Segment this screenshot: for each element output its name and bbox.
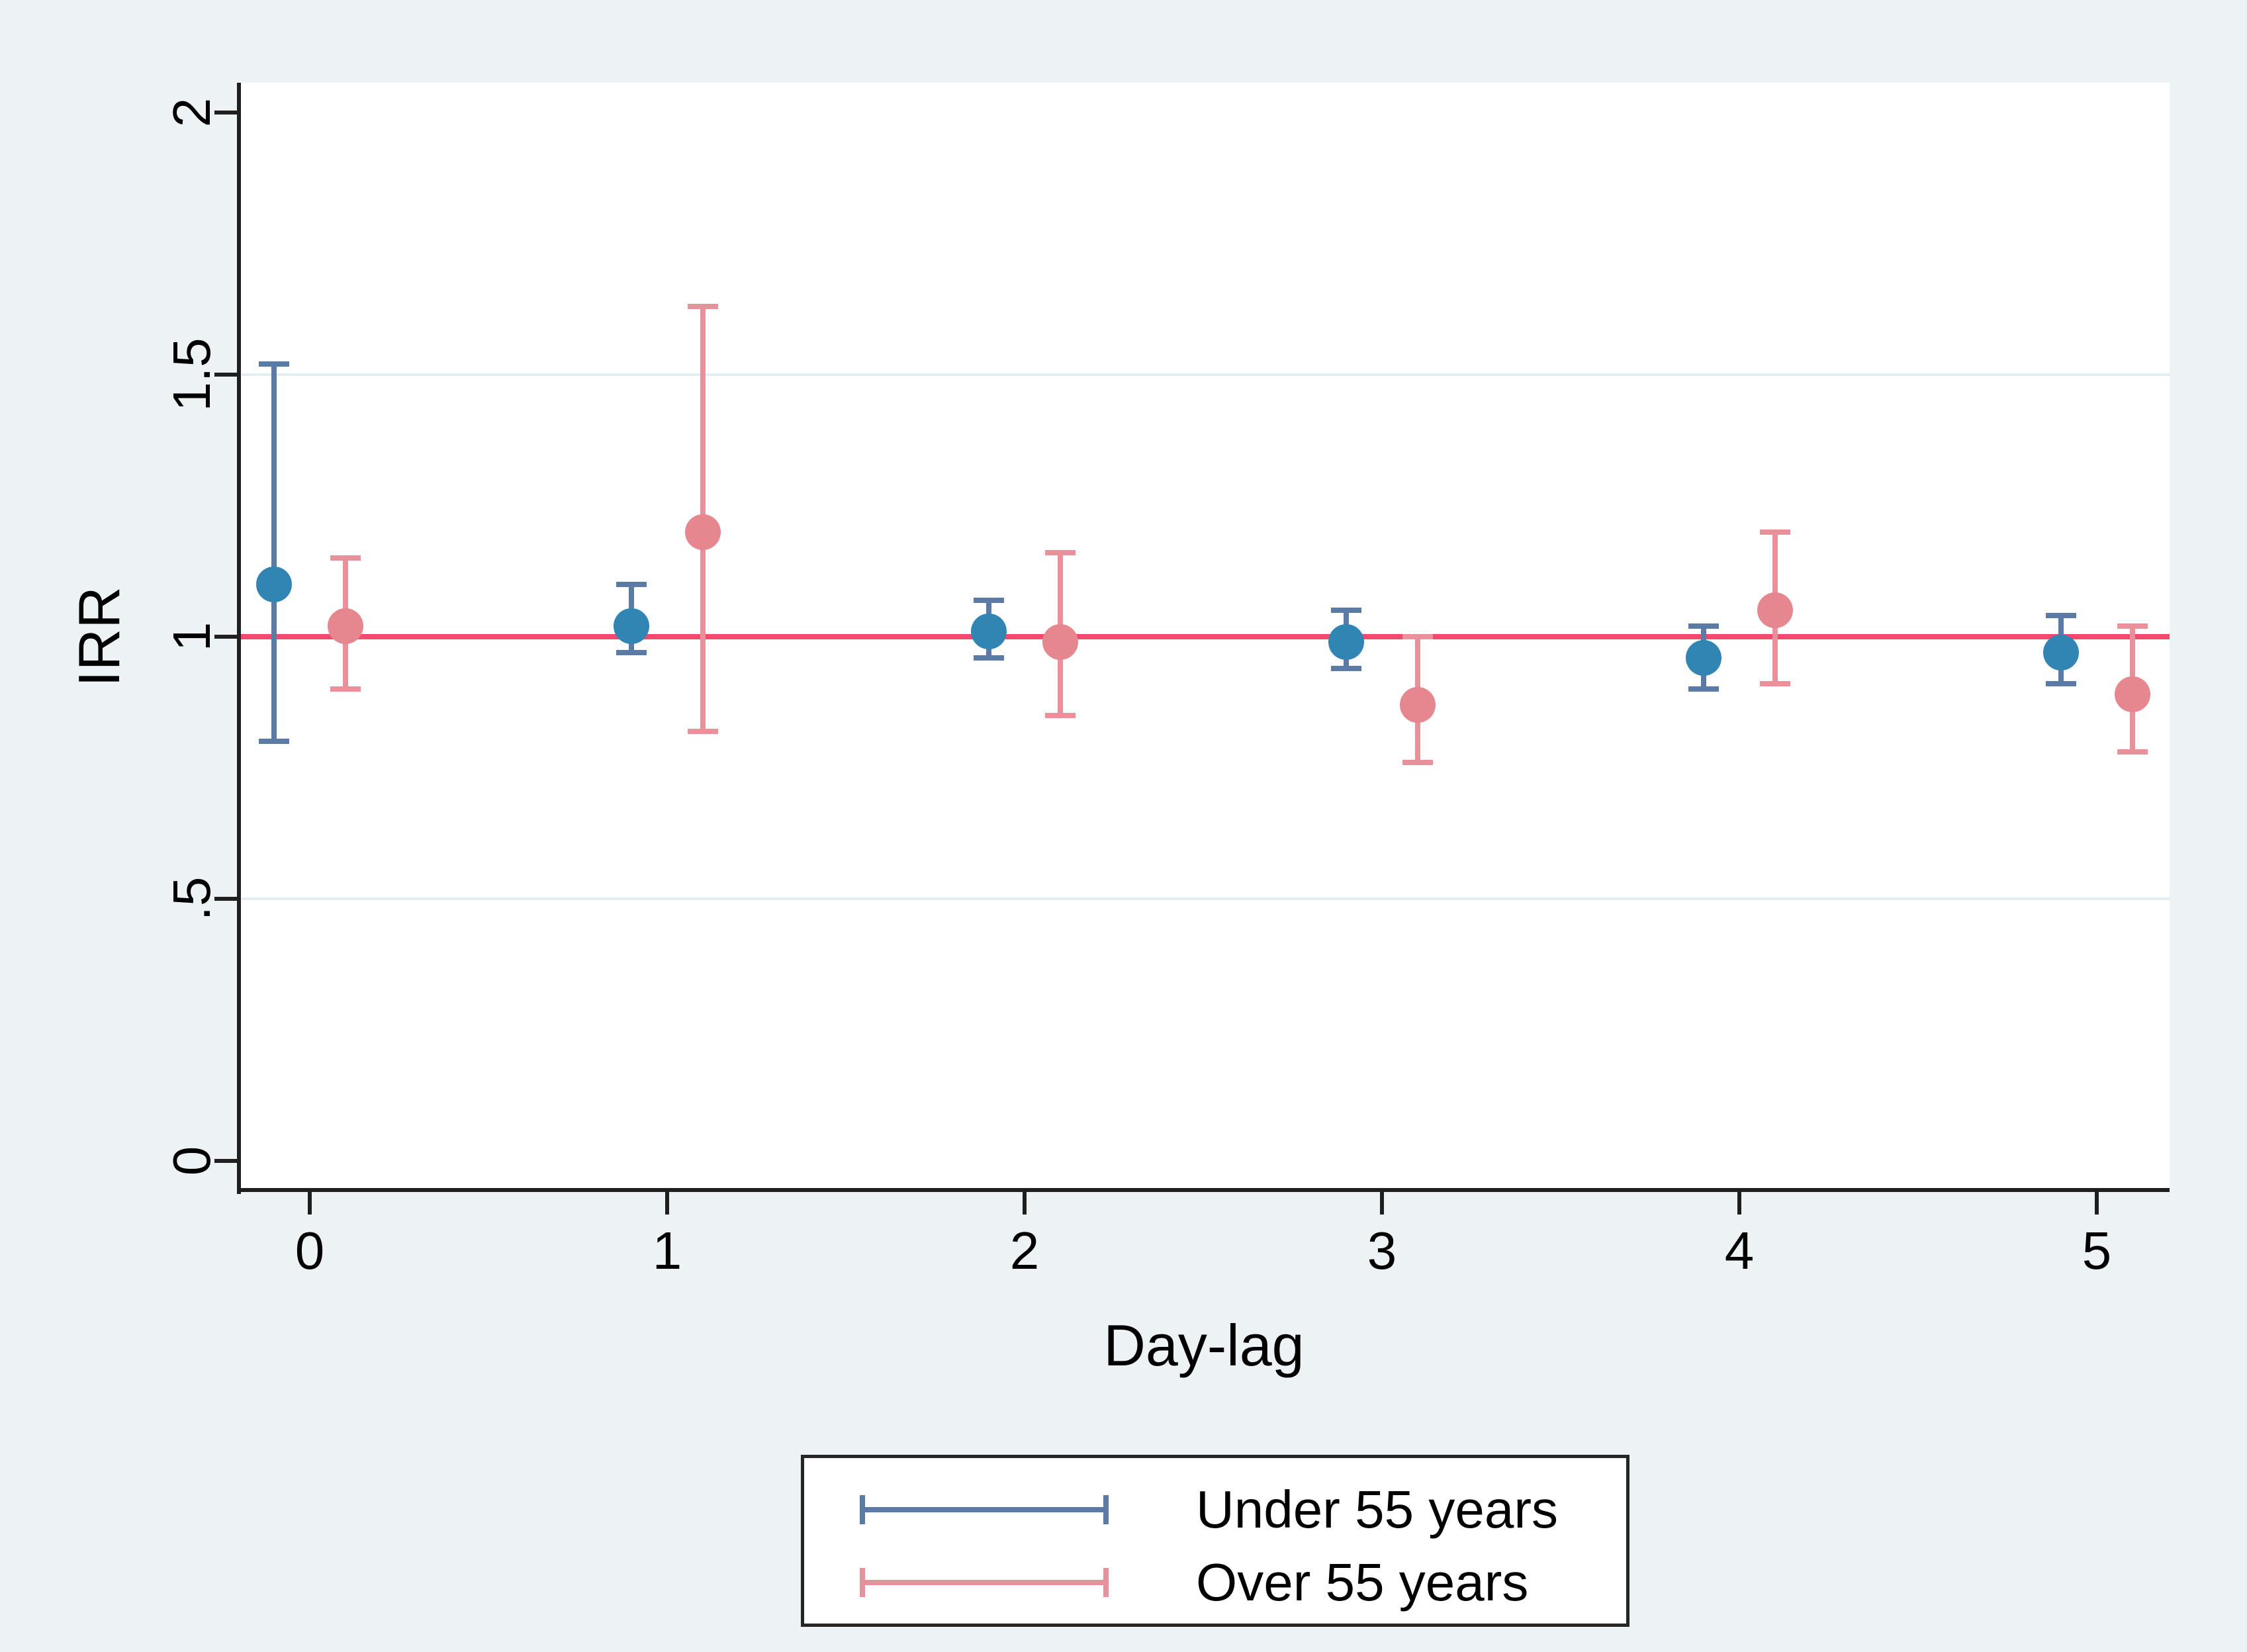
legend-entry-over-55: Over 55 years: [804, 1553, 1626, 1612]
ci-cap-bottom: [330, 686, 361, 692]
data-point-marker: [971, 614, 1007, 650]
legend-box: Under 55 years Over 55 years: [801, 1455, 1629, 1627]
y-tick-label: 0: [162, 1146, 221, 1176]
ci-cap-top: [688, 304, 718, 310]
legend-label-under-55: Under 55 years: [1196, 1480, 1558, 1539]
data-point-marker: [614, 608, 649, 645]
ci-cap-bottom: [2046, 681, 2076, 687]
data-point-marker: [1757, 592, 1793, 629]
data-point-marker: [328, 608, 363, 645]
x-tick: [308, 1192, 312, 1215]
x-tick-label: 0: [295, 1221, 325, 1280]
ci-cap-bottom: [259, 739, 289, 745]
ci-cap-top: [259, 361, 289, 367]
x-tick-label: 2: [1009, 1221, 1040, 1280]
ci-cap-top: [1402, 634, 1433, 639]
data-point-marker: [685, 514, 721, 550]
data-point-marker: [1686, 639, 1721, 676]
x-tick-label: 1: [652, 1221, 682, 1280]
x-tick: [1380, 1192, 1384, 1215]
ci-cap-bottom: [1331, 665, 1361, 671]
legend-errorbar-glyph-blue: [862, 1507, 1106, 1512]
ci-cap-bottom: [688, 728, 718, 734]
ci-cap-top: [1760, 529, 1790, 535]
data-point-marker: [1328, 623, 1364, 660]
ci-cap-top: [2117, 623, 2148, 629]
y-tick: [214, 635, 237, 639]
ci-cap-top: [1045, 550, 1076, 556]
ci-cap-top: [2046, 613, 2076, 619]
ci-cap-top: [616, 581, 647, 587]
data-point-marker: [256, 566, 292, 602]
y-tick: [214, 111, 237, 115]
ci-cap-top: [974, 597, 1004, 603]
ci-cap-bottom: [2117, 749, 2148, 755]
ci-cap-bottom: [1402, 760, 1433, 766]
x-axis-title: Day-lag: [1103, 1312, 1305, 1378]
x-tick: [1023, 1192, 1027, 1215]
ci-cap-bottom: [1760, 681, 1790, 687]
y-tick-label: .5: [162, 876, 221, 921]
y-tick: [214, 897, 237, 901]
y-tick-label: 1: [162, 621, 221, 652]
y-tick-label: 2: [162, 97, 221, 128]
ci-cap-top: [1331, 608, 1361, 614]
legend-errorbar-cap-right-pink: [1103, 1568, 1109, 1597]
ci-cap-bottom: [1045, 712, 1076, 718]
legend-entry-under-55: Under 55 years: [804, 1480, 1626, 1539]
ci-bar: [271, 364, 277, 742]
data-point-marker: [1042, 623, 1078, 660]
y-axis-title: IRR: [66, 586, 132, 687]
x-axis-spine: [237, 1188, 2170, 1192]
x-tick-label: 4: [1724, 1221, 1755, 1280]
ci-cap-bottom: [1688, 686, 1719, 692]
reference-line: [241, 634, 2170, 639]
x-tick-label: 5: [2082, 1221, 2112, 1280]
ci-cap-top: [1688, 623, 1719, 629]
ci-cap-bottom: [616, 649, 647, 655]
x-tick: [665, 1192, 669, 1215]
y-axis-spine: [237, 83, 241, 1194]
y-gridline: [242, 897, 2170, 900]
ci-cap-bottom: [974, 655, 1004, 661]
legend-label-over-55: Over 55 years: [1196, 1553, 1529, 1612]
x-tick-label: 3: [1367, 1221, 1397, 1280]
y-gridline: [242, 373, 2170, 376]
data-point-marker: [1400, 686, 1436, 723]
x-tick: [1737, 1192, 1741, 1215]
data-point-marker: [2043, 634, 2079, 670]
y-tick-label: 1.5: [162, 338, 221, 412]
y-tick: [214, 1159, 237, 1163]
x-tick: [2095, 1192, 2099, 1215]
data-point-marker: [2115, 676, 2150, 713]
legend-errorbar-cap-right-blue: [1103, 1495, 1109, 1524]
ci-cap-top: [330, 555, 361, 561]
legend-errorbar-glyph-pink: [862, 1580, 1106, 1585]
y-tick: [214, 373, 237, 377]
